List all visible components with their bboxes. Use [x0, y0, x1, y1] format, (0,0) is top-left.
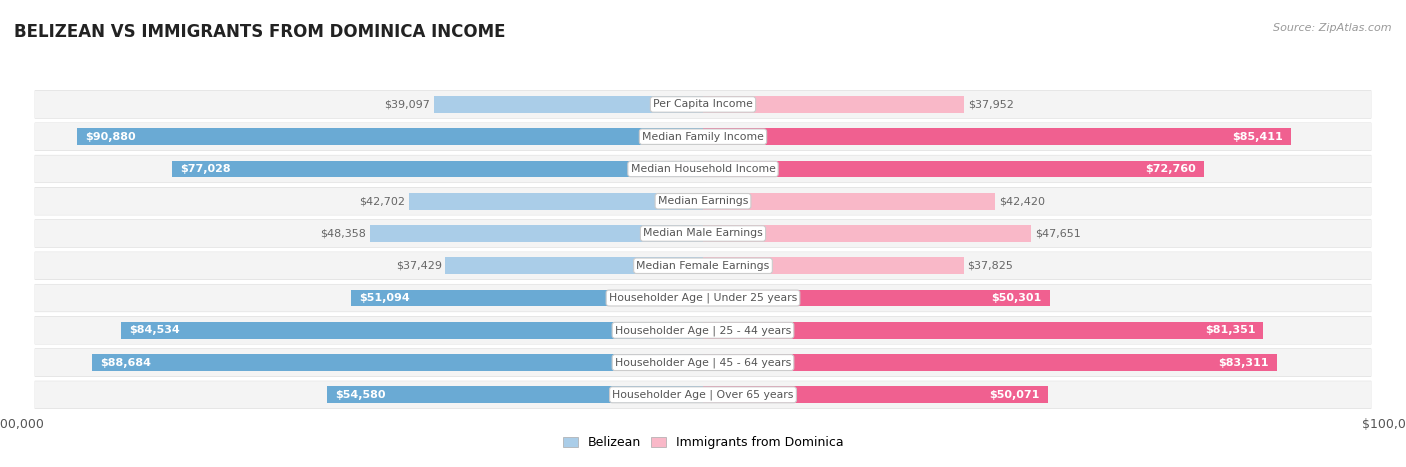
FancyBboxPatch shape	[121, 322, 703, 339]
Text: Median Household Income: Median Household Income	[630, 164, 776, 174]
FancyBboxPatch shape	[703, 257, 963, 274]
FancyBboxPatch shape	[35, 316, 1371, 344]
FancyBboxPatch shape	[35, 381, 1371, 409]
FancyBboxPatch shape	[328, 386, 703, 403]
Text: $54,580: $54,580	[335, 390, 385, 400]
Text: $72,760: $72,760	[1146, 164, 1197, 174]
Text: $37,825: $37,825	[967, 261, 1012, 271]
FancyBboxPatch shape	[91, 354, 703, 371]
FancyBboxPatch shape	[703, 322, 1264, 339]
FancyBboxPatch shape	[35, 219, 1371, 248]
FancyBboxPatch shape	[35, 188, 1371, 215]
Text: Source: ZipAtlas.com: Source: ZipAtlas.com	[1274, 23, 1392, 33]
Text: $85,411: $85,411	[1233, 132, 1284, 142]
FancyBboxPatch shape	[352, 290, 703, 306]
FancyBboxPatch shape	[703, 225, 1031, 242]
FancyBboxPatch shape	[703, 290, 1049, 306]
Text: Householder Age | Over 65 years: Householder Age | Over 65 years	[612, 389, 794, 400]
Text: $48,358: $48,358	[321, 228, 367, 239]
Text: Median Male Earnings: Median Male Earnings	[643, 228, 763, 239]
Text: $37,429: $37,429	[395, 261, 441, 271]
Text: Householder Age | 45 - 64 years: Householder Age | 45 - 64 years	[614, 357, 792, 368]
Text: $37,952: $37,952	[967, 99, 1014, 109]
FancyBboxPatch shape	[35, 252, 1371, 280]
FancyBboxPatch shape	[35, 381, 1371, 409]
Text: Householder Age | 25 - 44 years: Householder Age | 25 - 44 years	[614, 325, 792, 336]
Text: $83,311: $83,311	[1218, 358, 1268, 368]
FancyBboxPatch shape	[35, 155, 1371, 183]
Text: Median Female Earnings: Median Female Earnings	[637, 261, 769, 271]
FancyBboxPatch shape	[77, 128, 703, 145]
Text: $51,094: $51,094	[360, 293, 411, 303]
Text: $88,684: $88,684	[100, 358, 152, 368]
FancyBboxPatch shape	[409, 193, 703, 210]
FancyBboxPatch shape	[35, 284, 1371, 312]
FancyBboxPatch shape	[370, 225, 703, 242]
Text: $84,534: $84,534	[129, 325, 180, 335]
FancyBboxPatch shape	[35, 317, 1371, 344]
FancyBboxPatch shape	[703, 386, 1047, 403]
FancyBboxPatch shape	[35, 91, 1371, 119]
Text: $42,420: $42,420	[998, 196, 1045, 206]
FancyBboxPatch shape	[703, 128, 1292, 145]
FancyBboxPatch shape	[446, 257, 703, 274]
Text: $42,702: $42,702	[360, 196, 405, 206]
Text: $50,071: $50,071	[990, 390, 1039, 400]
FancyBboxPatch shape	[703, 161, 1205, 177]
Text: $90,880: $90,880	[86, 132, 136, 142]
Text: $47,651: $47,651	[1035, 228, 1080, 239]
Text: Median Earnings: Median Earnings	[658, 196, 748, 206]
FancyBboxPatch shape	[35, 155, 1371, 183]
Legend: Belizean, Immigrants from Dominica: Belizean, Immigrants from Dominica	[558, 432, 848, 454]
FancyBboxPatch shape	[35, 284, 1371, 312]
Text: Median Family Income: Median Family Income	[643, 132, 763, 142]
FancyBboxPatch shape	[35, 123, 1371, 151]
FancyBboxPatch shape	[35, 187, 1371, 215]
Text: BELIZEAN VS IMMIGRANTS FROM DOMINICA INCOME: BELIZEAN VS IMMIGRANTS FROM DOMINICA INC…	[14, 23, 506, 42]
Text: $81,351: $81,351	[1205, 325, 1256, 335]
FancyBboxPatch shape	[433, 96, 703, 113]
FancyBboxPatch shape	[35, 123, 1371, 150]
FancyBboxPatch shape	[703, 193, 995, 210]
Text: $50,301: $50,301	[991, 293, 1042, 303]
FancyBboxPatch shape	[35, 91, 1371, 118]
Text: $39,097: $39,097	[384, 99, 430, 109]
FancyBboxPatch shape	[703, 96, 965, 113]
FancyBboxPatch shape	[173, 161, 703, 177]
Text: Per Capita Income: Per Capita Income	[652, 99, 754, 109]
Text: Householder Age | Under 25 years: Householder Age | Under 25 years	[609, 293, 797, 303]
FancyBboxPatch shape	[35, 349, 1371, 376]
Text: $77,028: $77,028	[180, 164, 231, 174]
FancyBboxPatch shape	[35, 252, 1371, 279]
FancyBboxPatch shape	[703, 354, 1277, 371]
FancyBboxPatch shape	[35, 348, 1371, 376]
FancyBboxPatch shape	[35, 220, 1371, 247]
